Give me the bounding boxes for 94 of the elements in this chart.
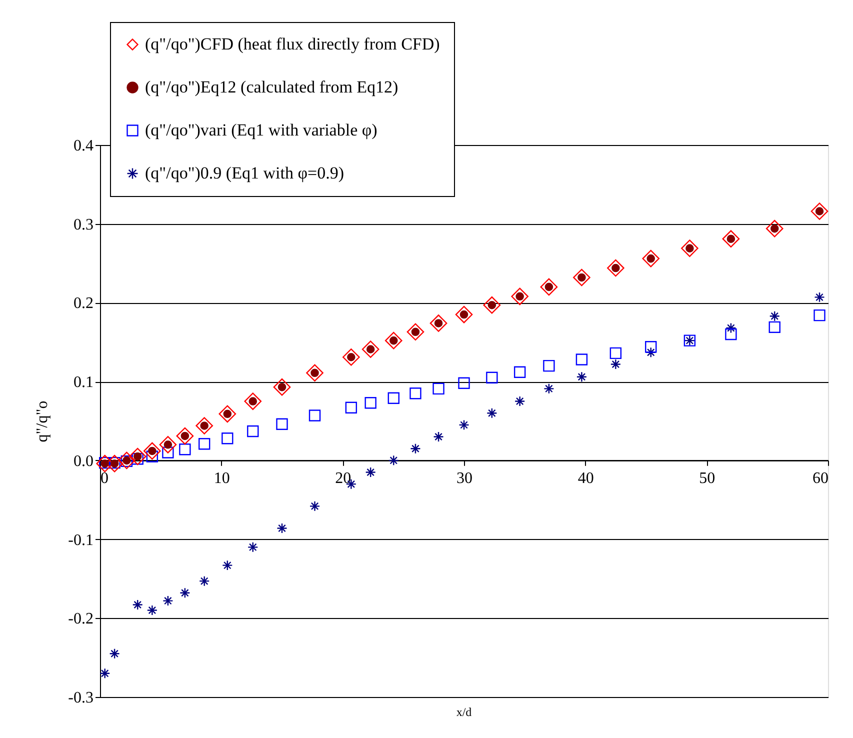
point — [198, 438, 210, 450]
point — [199, 576, 210, 586]
point — [681, 240, 698, 257]
point — [132, 599, 143, 610]
x-tick-label: 10 — [214, 470, 230, 487]
point — [543, 360, 555, 372]
point — [244, 392, 262, 410]
point — [388, 392, 400, 404]
point — [365, 466, 376, 478]
point — [576, 371, 588, 382]
point — [430, 314, 448, 332]
legend-label: (q"/qo")CFD (heat flux directly from CFD) — [145, 34, 440, 54]
point — [276, 522, 288, 534]
point — [247, 425, 259, 438]
point — [486, 408, 498, 418]
point — [769, 310, 780, 322]
point — [159, 436, 177, 454]
x-tick-label: 40 — [578, 470, 594, 487]
point — [176, 427, 194, 445]
point — [342, 348, 360, 366]
point — [128, 448, 146, 466]
y-axis-title: q"/q"o — [34, 400, 52, 442]
y-tick-label: 0.1 — [74, 374, 94, 392]
point — [455, 306, 473, 324]
point — [514, 396, 526, 407]
point — [273, 378, 291, 396]
legend-label: (q"/qo")vari (Eq1 with variable φ) — [145, 120, 378, 140]
point — [308, 410, 321, 422]
x-tick-label: 0 — [100, 470, 108, 487]
point — [222, 560, 233, 571]
point — [179, 444, 191, 456]
y-tick-label: -0.1 — [68, 532, 94, 549]
point — [384, 332, 402, 350]
point — [118, 452, 136, 470]
point — [309, 500, 320, 512]
point — [514, 366, 526, 378]
point — [458, 377, 470, 389]
point — [544, 383, 554, 394]
point — [642, 250, 660, 268]
point — [646, 347, 656, 358]
point — [306, 364, 324, 382]
point — [432, 382, 444, 395]
y-tick-label: 0.0 — [74, 452, 94, 470]
y-tick-label: 0.3 — [74, 216, 94, 234]
x-tick-label: 20 — [335, 470, 352, 487]
point — [162, 446, 174, 458]
point — [607, 259, 624, 277]
point — [486, 372, 498, 384]
point — [576, 354, 588, 366]
point — [362, 340, 380, 358]
point — [248, 542, 258, 553]
point — [810, 202, 828, 220]
point — [276, 418, 288, 430]
point — [146, 604, 158, 616]
point — [196, 417, 214, 434]
point — [722, 230, 740, 248]
point — [388, 455, 399, 466]
point — [768, 321, 780, 334]
x-tick-label: 30 — [456, 470, 472, 487]
point — [766, 220, 784, 238]
point — [222, 432, 234, 444]
point — [458, 420, 470, 430]
point — [483, 296, 501, 314]
point — [345, 402, 358, 414]
y-tick-label: -0.3 — [68, 690, 94, 706]
point — [162, 595, 174, 606]
point — [180, 588, 190, 598]
point — [410, 388, 422, 400]
point — [406, 323, 424, 341]
point — [726, 322, 736, 334]
point — [814, 309, 826, 322]
point — [540, 278, 558, 296]
point — [511, 288, 528, 306]
point — [144, 442, 161, 460]
point — [109, 648, 120, 659]
x-tick-label: 50 — [699, 470, 716, 487]
y-tick-label: 0.4 — [74, 138, 94, 154]
legend-label: (q"/qo")Eq12 (calculated from Eq12) — [145, 78, 398, 96]
x-axis-title: x/d — [456, 705, 472, 719]
point — [433, 431, 444, 442]
point — [218, 405, 236, 423]
point — [814, 292, 825, 303]
point — [725, 328, 737, 340]
point — [573, 268, 590, 286]
x-tick-label: 60 — [812, 470, 828, 487]
point — [610, 347, 622, 360]
legend-label: (q"/qo")0.9 (Eq1 with φ=0.9) — [145, 164, 344, 182]
y-tick-label: 0.2 — [74, 295, 94, 312]
point — [364, 397, 376, 409]
y-tick-label: -0.2 — [68, 610, 94, 628]
point — [610, 358, 622, 370]
point — [645, 341, 657, 353]
point — [100, 668, 110, 679]
point — [410, 443, 421, 454]
